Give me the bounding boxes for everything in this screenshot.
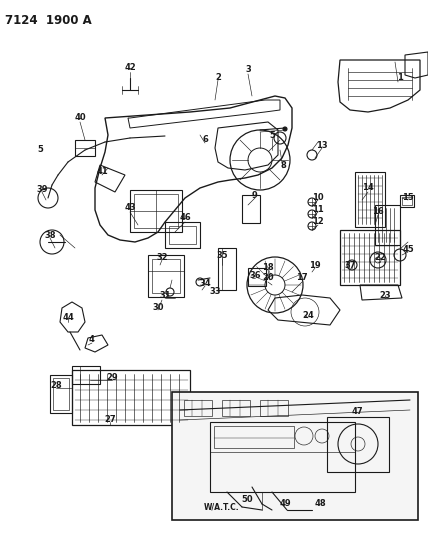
Text: 13: 13	[316, 141, 328, 149]
Bar	[75, 140, 95, 156]
Text: 24: 24	[302, 311, 314, 319]
Text: 33: 33	[209, 287, 221, 296]
Text: 19: 19	[309, 261, 321, 270]
Bar	[248, 268, 266, 286]
Text: 10: 10	[312, 193, 324, 203]
Text: 30: 30	[152, 303, 164, 311]
Circle shape	[283, 127, 287, 131]
Bar	[210, 422, 355, 492]
Bar	[134, 194, 178, 228]
Text: 29: 29	[106, 373, 118, 382]
Bar	[172, 392, 418, 520]
Text: 14: 14	[362, 183, 374, 192]
Text: 9: 9	[252, 190, 258, 199]
Text: 18: 18	[262, 263, 274, 272]
Text: 40: 40	[74, 114, 86, 123]
Text: 37: 37	[344, 261, 356, 270]
Bar	[152, 259, 180, 293]
Bar	[72, 366, 100, 384]
Text: 27: 27	[104, 416, 116, 424]
Text: 11: 11	[312, 206, 324, 214]
Bar	[242, 195, 260, 223]
Text: 15: 15	[402, 192, 414, 201]
Text: 1: 1	[397, 74, 403, 83]
Bar	[53, 378, 69, 410]
Text: 39: 39	[36, 185, 48, 195]
Text: 5: 5	[269, 131, 275, 140]
Text: 17: 17	[296, 273, 308, 282]
Text: 16: 16	[372, 207, 384, 216]
Bar	[148, 255, 184, 297]
Bar	[402, 197, 412, 205]
Text: 42: 42	[124, 63, 136, 72]
Text: 36: 36	[249, 271, 261, 279]
Text: 48: 48	[314, 499, 326, 508]
Text: 32: 32	[156, 254, 168, 262]
Text: 22: 22	[374, 254, 386, 262]
Text: 8: 8	[280, 160, 286, 169]
Bar	[169, 226, 196, 244]
Text: 23: 23	[379, 292, 391, 301]
Text: 31: 31	[159, 290, 171, 300]
Text: 6: 6	[202, 135, 208, 144]
Text: 20: 20	[262, 273, 274, 282]
Bar	[327, 417, 389, 472]
Text: 44: 44	[62, 313, 74, 322]
Text: 5: 5	[37, 146, 43, 155]
Bar	[222, 400, 250, 416]
Bar	[184, 400, 212, 416]
Bar	[165, 222, 200, 248]
Text: 35: 35	[216, 251, 228, 260]
Bar	[375, 205, 400, 245]
Text: 38: 38	[44, 230, 56, 239]
Text: 4: 4	[89, 335, 95, 344]
Bar	[72, 370, 190, 425]
Bar	[214, 426, 294, 448]
Bar	[400, 195, 414, 207]
Bar	[340, 230, 400, 285]
Text: 28: 28	[50, 381, 62, 390]
Text: 7124  1900 A: 7124 1900 A	[5, 14, 92, 27]
Text: 41: 41	[96, 167, 108, 176]
Bar	[218, 248, 236, 290]
Text: 45: 45	[402, 246, 414, 254]
Text: 46: 46	[179, 214, 191, 222]
Text: 49: 49	[279, 499, 291, 508]
Text: W/A.T.C.: W/A.T.C.	[204, 503, 240, 512]
Text: 47: 47	[351, 408, 363, 416]
Text: 43: 43	[124, 204, 136, 213]
Bar	[355, 172, 385, 227]
Bar	[130, 190, 182, 232]
Bar	[50, 375, 72, 413]
Text: 50: 50	[241, 496, 253, 505]
Text: 12: 12	[312, 217, 324, 227]
Bar	[260, 400, 288, 416]
Text: 2: 2	[215, 72, 221, 82]
Text: 3: 3	[245, 66, 251, 75]
Text: 34: 34	[199, 279, 211, 287]
